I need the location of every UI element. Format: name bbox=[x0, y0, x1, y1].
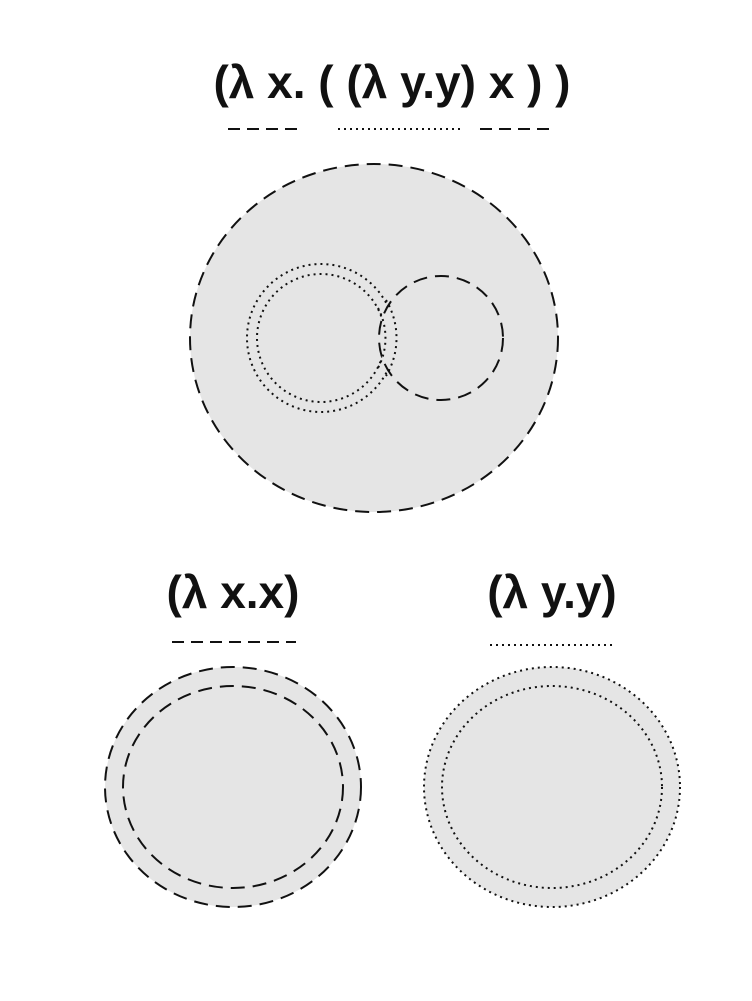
composite-inner-y-outer-ring bbox=[246, 263, 396, 413]
composite-expression: (λ x. ( (λ y.y) x ) ) bbox=[213, 56, 570, 108]
identity-x-outer-circle bbox=[104, 666, 362, 908]
identity-y-expression: (λ y.y) bbox=[487, 566, 617, 618]
identity-x-inner-circle bbox=[122, 685, 344, 889]
identity-y-outer-circle bbox=[423, 666, 681, 908]
composite-inner-y-ring-overlap-inner bbox=[377, 307, 387, 369]
identity-x-expression: (λ x.x) bbox=[167, 566, 300, 618]
composite-argument-x-circle bbox=[378, 275, 504, 401]
identity-y-inner-circle bbox=[441, 685, 663, 889]
